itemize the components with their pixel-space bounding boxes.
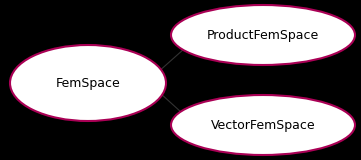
Text: FemSpace: FemSpace <box>56 76 120 89</box>
Ellipse shape <box>171 5 355 65</box>
Text: ProductFemSpace: ProductFemSpace <box>207 28 319 41</box>
Ellipse shape <box>10 45 166 121</box>
Ellipse shape <box>171 95 355 155</box>
Text: VectorFemSpace: VectorFemSpace <box>211 119 315 132</box>
